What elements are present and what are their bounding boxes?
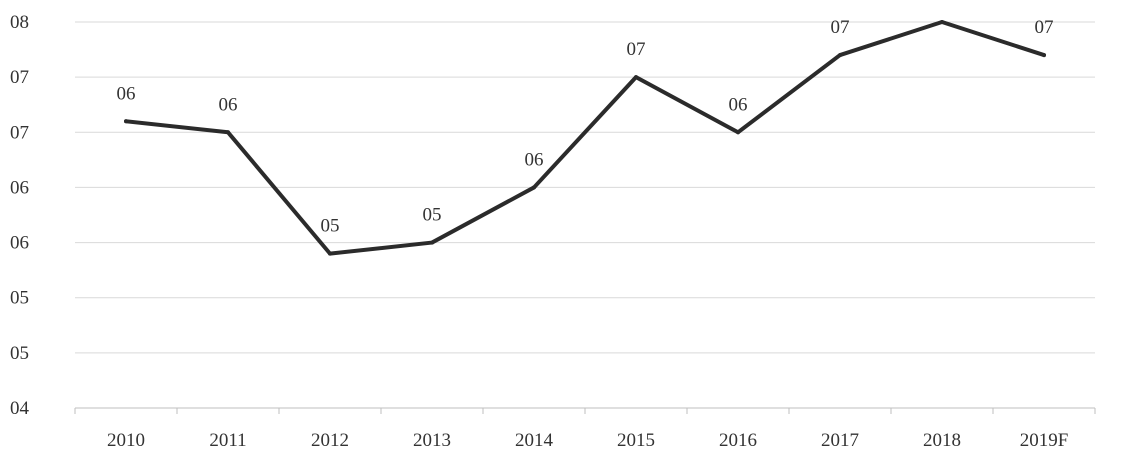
data-label: 06 xyxy=(525,149,544,170)
data-point xyxy=(430,240,434,245)
x-tick-label: 2012 xyxy=(311,430,349,451)
series-line xyxy=(124,20,1046,256)
x-tick-label: 2019F xyxy=(1020,430,1069,451)
y-tick-label: 08 xyxy=(10,12,29,33)
y-tick-label: 06 xyxy=(10,233,29,254)
data-labels: 06 06 05 05 06 07 06 07 07 07 xyxy=(117,0,1054,237)
data-point xyxy=(328,251,332,256)
data-label: 06 xyxy=(729,94,748,115)
data-label: 05 xyxy=(423,205,442,226)
data-point xyxy=(226,130,230,135)
y-tick-label: 07 xyxy=(10,122,29,143)
x-tick-label: 2014 xyxy=(515,430,554,451)
data-point xyxy=(124,119,128,124)
data-point xyxy=(532,185,536,190)
x-tick-label: 2010 xyxy=(107,430,145,451)
y-tick-label: 05 xyxy=(10,343,29,364)
data-label: 07 xyxy=(933,0,952,5)
x-tick-label: 2018 xyxy=(923,430,961,451)
y-tick-label: 05 xyxy=(10,288,29,309)
series-line-group xyxy=(124,20,1046,256)
y-tick-label: 04 xyxy=(10,398,30,419)
data-label: 06 xyxy=(117,83,136,104)
x-tick-label: 2015 xyxy=(617,430,655,451)
grid-lines xyxy=(75,21,1095,409)
data-label: 07 xyxy=(1035,17,1054,38)
y-axis-ticks: 04 05 05 06 06 07 07 08 xyxy=(10,12,30,419)
data-point xyxy=(838,53,842,58)
data-label: 05 xyxy=(321,216,340,237)
y-tick-label: 07 xyxy=(10,67,29,88)
data-label: 06 xyxy=(219,94,238,115)
data-label: 07 xyxy=(627,39,646,60)
data-point xyxy=(634,75,638,80)
y-tick-label: 06 xyxy=(10,177,29,198)
data-point xyxy=(940,20,944,24)
x-tick-label: 2017 xyxy=(821,430,859,451)
data-label: 07 xyxy=(831,17,850,38)
data-point xyxy=(736,130,740,135)
x-tick-label: 2016 xyxy=(719,430,757,451)
x-tick-label: 2011 xyxy=(209,430,246,451)
x-axis-ticks: 2010 2011 2012 2013 2014 2015 2016 2017 2018 2019… xyxy=(74,408,1096,451)
x-tick-label: 2013 xyxy=(413,430,451,451)
data-point xyxy=(1042,53,1046,58)
